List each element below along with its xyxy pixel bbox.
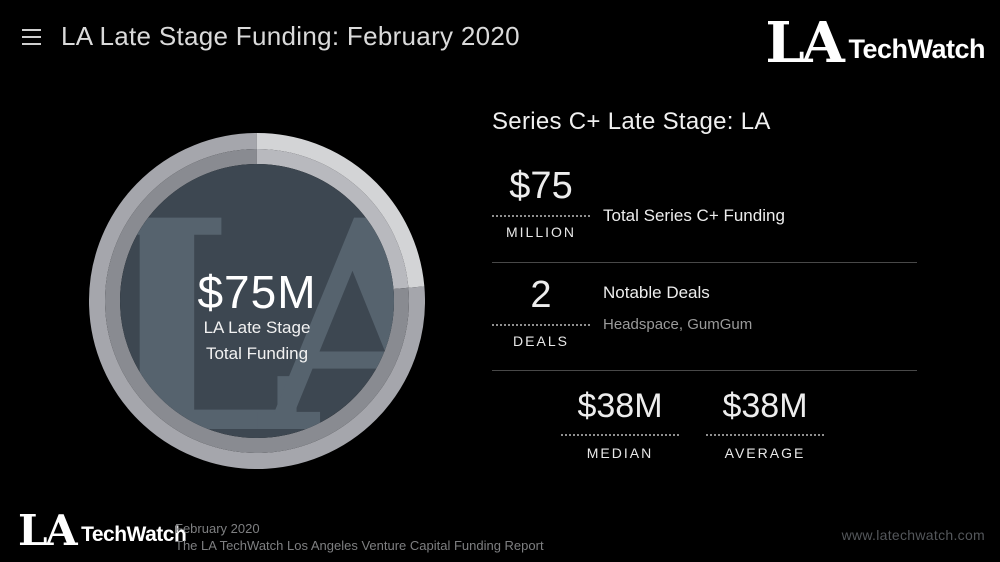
logo-la-text: LA [765, 10, 844, 76]
page-title: LA Late Stage Funding: February 2020 [61, 21, 520, 51]
average-value: $38M [706, 387, 824, 437]
median-value: $38M [561, 387, 679, 437]
footer-website: www.latechwatch.com [841, 527, 985, 543]
stat-row-deals: 2 DEALS Notable Deals Headspace, GumGum [492, 274, 752, 349]
deals-stat-value: 2 [492, 274, 590, 326]
funding-stat-unit: MILLION [505, 223, 576, 240]
total-funding-label-line1: LA Late Stage [203, 318, 311, 337]
median-label: MEDIAN [586, 445, 654, 462]
donut-svg: LA [89, 133, 425, 469]
footer-report-info: February 2020 The LA TechWatch Los Angel… [175, 520, 544, 554]
total-funding-value: $75M [197, 266, 317, 318]
donut-center-text: $75M LA Late Stage Total Funding [89, 269, 425, 367]
menu-icon-bar [22, 29, 41, 31]
menu-icon[interactable] [22, 29, 41, 46]
funding-stat-description: Total Series C+ Funding [603, 206, 785, 225]
median-stat: $38M MEDIAN [561, 387, 679, 462]
deals-description-block: Notable Deals Headspace, GumGum [603, 275, 752, 333]
funding-stat-value: $75 [492, 165, 590, 217]
footer-logo-techwatch-text: TechWatch [81, 522, 187, 546]
donut-inner-circle [120, 164, 394, 438]
stat-row-total-funding: $75 MILLION Total Series C+ Funding [492, 165, 785, 240]
footer-latechwatch-logo: LA TechWatch [18, 506, 187, 555]
menu-icon-bar [22, 43, 41, 45]
average-stat: $38M AVERAGE [706, 387, 824, 462]
la-watermark: LA [99, 158, 425, 469]
divider [492, 262, 917, 263]
menu-icon-bar [22, 36, 41, 38]
panel-heading: Series C+ Late Stage: LA [492, 108, 771, 135]
deals-stat: 2 DEALS [492, 274, 590, 349]
footer-report-title: The LA TechWatch Los Angeles Venture Cap… [175, 538, 544, 553]
average-label: AVERAGE [724, 445, 806, 462]
donut-chart: LA $75M LA Late Stage Total Funding [89, 133, 425, 469]
funding-stat-description-block: Total Series C+ Funding [603, 166, 785, 226]
deals-companies: Headspace, GumGum [603, 316, 753, 333]
funding-stat: $75 MILLION [492, 165, 590, 240]
donut-rings [89, 133, 425, 469]
logo-techwatch-text: TechWatch [848, 33, 985, 64]
total-funding-label-line2: Total Funding [205, 344, 309, 363]
divider [492, 370, 917, 371]
footer-logo-la-text: LA [18, 506, 78, 555]
deals-stat-unit: DEALS [513, 332, 569, 349]
latechwatch-logo: LA TechWatch [765, 10, 985, 76]
deals-description: Notable Deals [603, 283, 710, 302]
footer-date: February 2020 [175, 521, 260, 536]
